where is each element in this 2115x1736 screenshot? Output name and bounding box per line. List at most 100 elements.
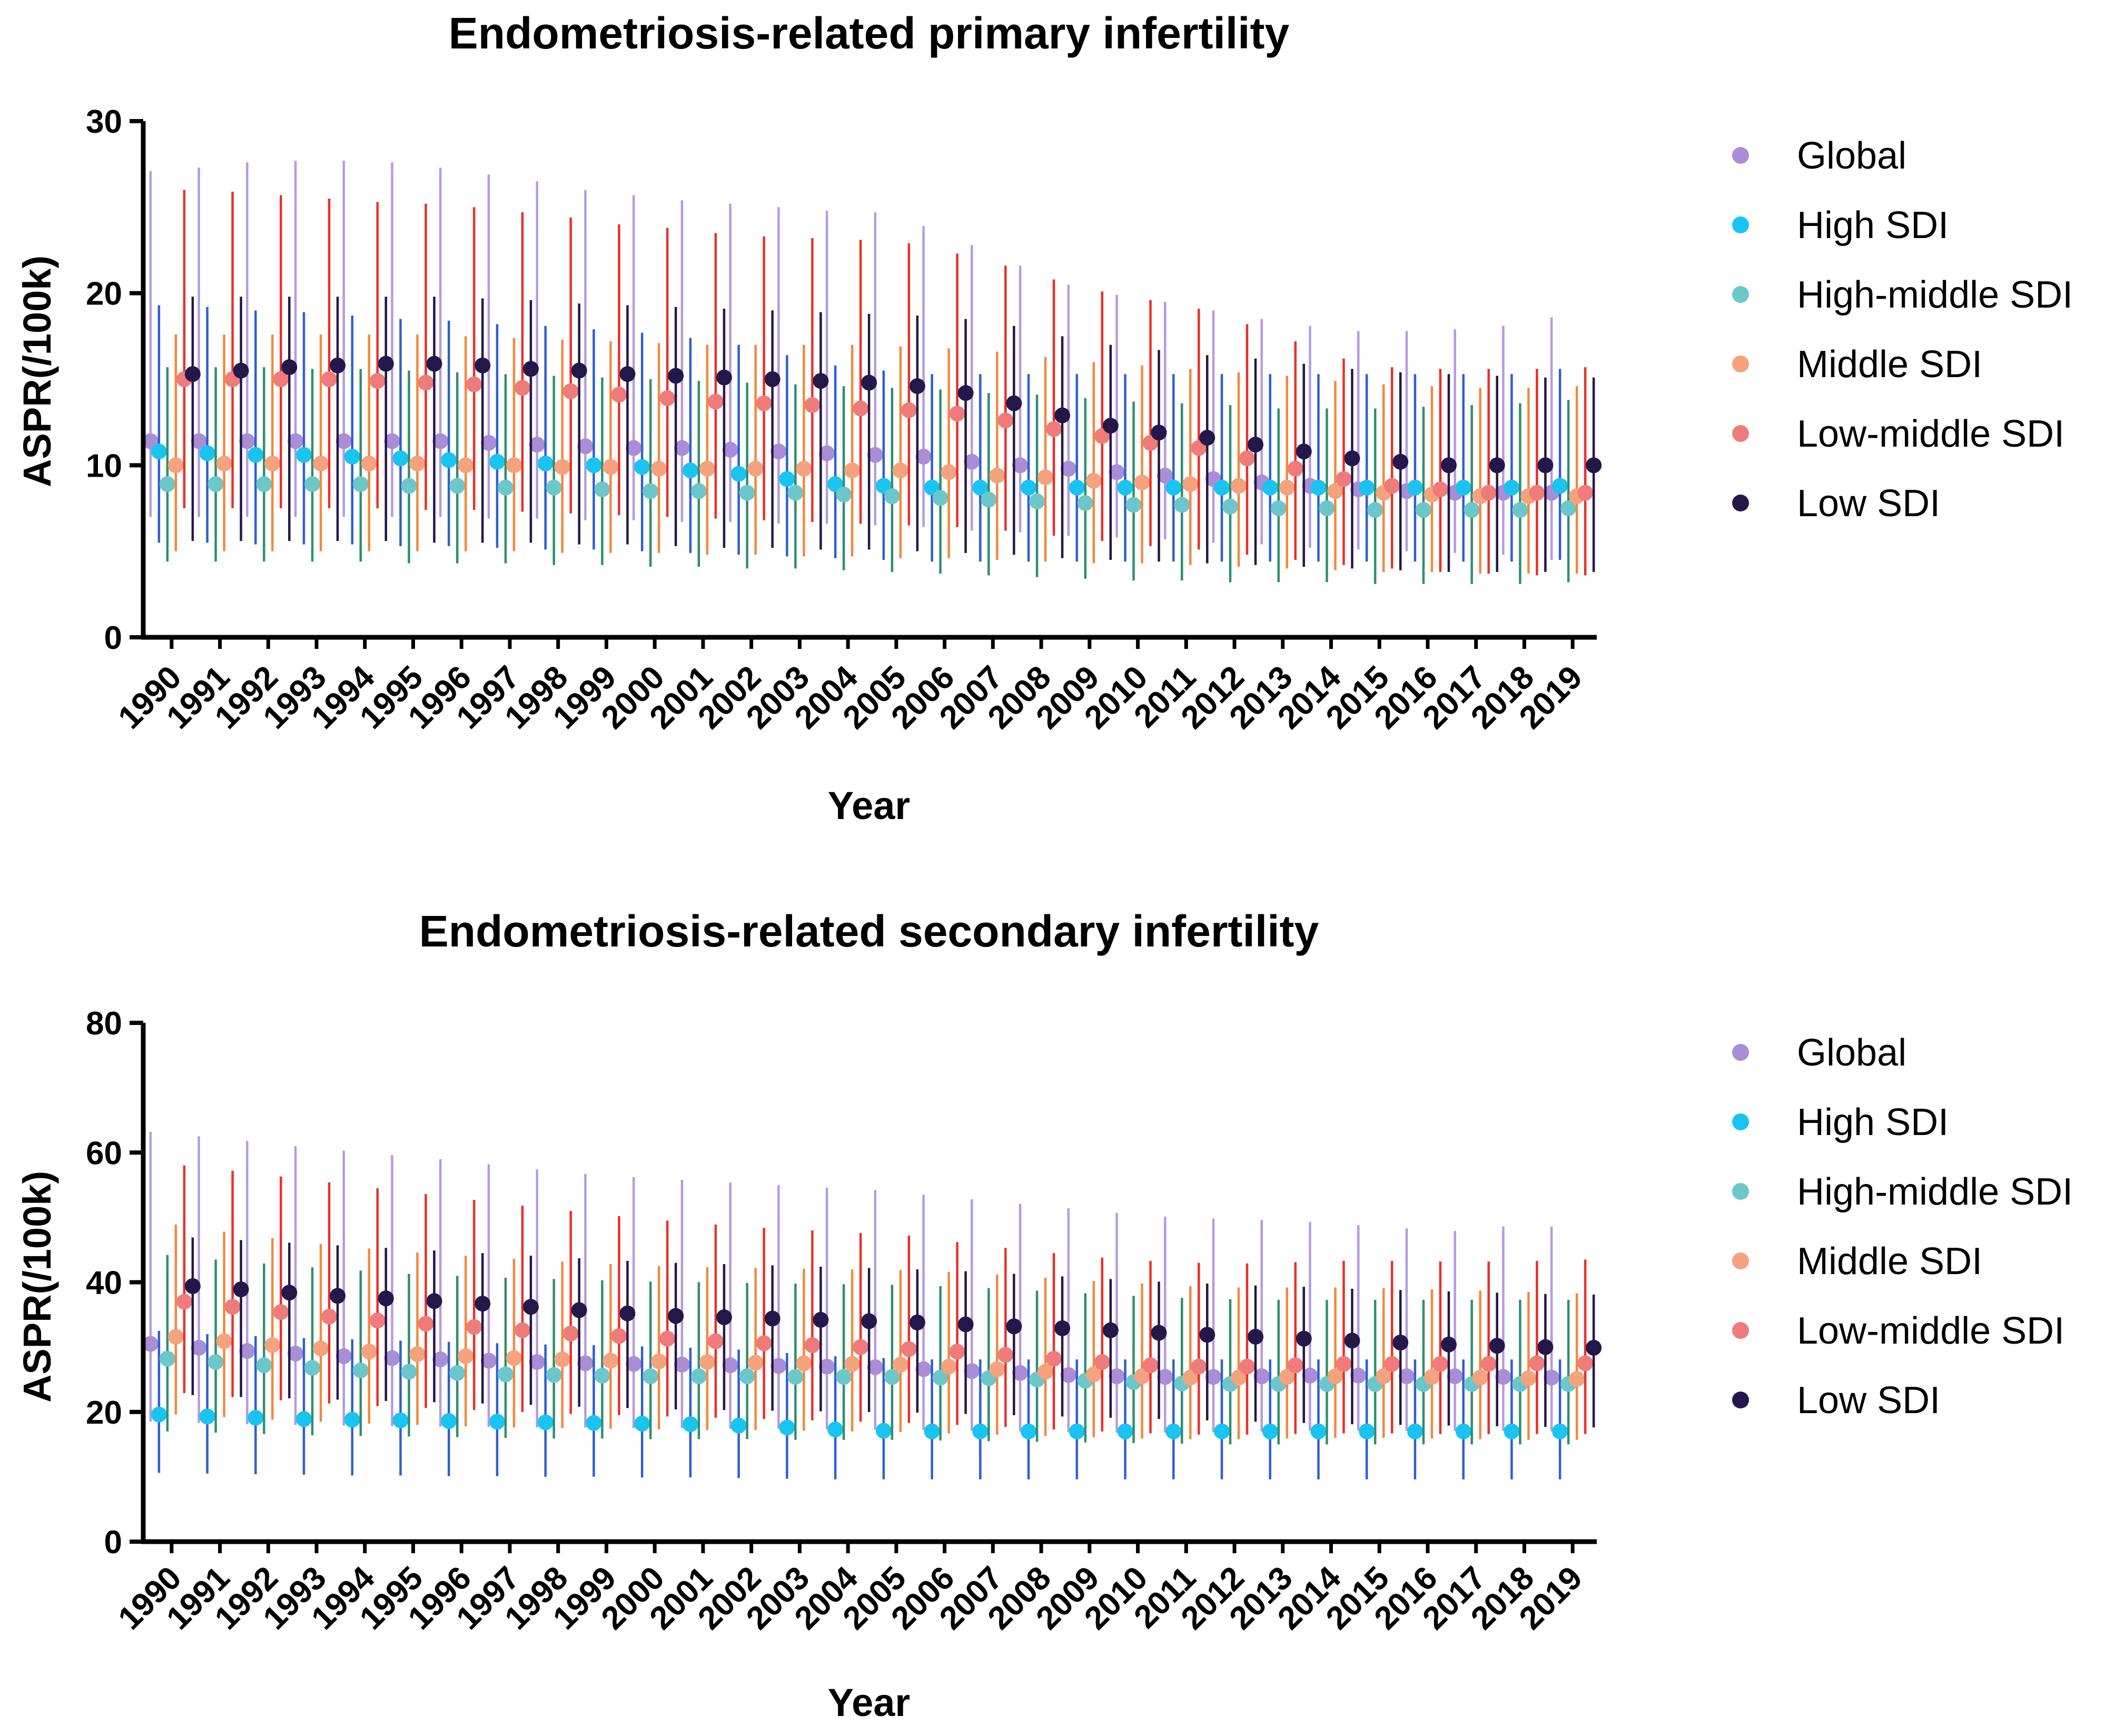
data-point	[611, 1328, 627, 1344]
chart-primary-infertility: Endometriosis-related primary infertilit…	[15, 8, 2073, 827]
data-point	[1069, 1423, 1085, 1439]
data-point	[1248, 437, 1263, 453]
data-point	[1464, 502, 1480, 518]
data-point	[1310, 1423, 1327, 1439]
data-point	[909, 378, 925, 394]
data-point	[1544, 1369, 1560, 1386]
data-point	[764, 371, 780, 387]
data-point	[1472, 1369, 1488, 1386]
data-point	[378, 356, 394, 372]
data-point	[1102, 418, 1119, 434]
data-point	[756, 395, 772, 411]
data-point	[1327, 1368, 1343, 1385]
data-point	[699, 460, 715, 477]
data-point	[288, 433, 304, 449]
data-point	[756, 1335, 772, 1352]
data-point	[1165, 1423, 1182, 1439]
data-point	[972, 479, 989, 496]
data-point	[577, 438, 594, 455]
data-point	[1021, 479, 1037, 496]
data-point	[384, 1350, 400, 1366]
data-point	[1165, 479, 1182, 496]
series-high-sdi	[151, 305, 1568, 562]
legend-label: High-middle SDI	[1797, 1171, 2073, 1213]
data-point	[233, 362, 249, 379]
data-point	[643, 1368, 659, 1385]
series-low-middle-sdi	[176, 1165, 1594, 1435]
data-point	[369, 373, 386, 389]
data-point	[546, 1367, 562, 1383]
data-point	[1336, 471, 1352, 487]
data-point	[207, 1354, 224, 1370]
data-point	[634, 1415, 650, 1432]
data-point	[796, 460, 812, 477]
data-point	[151, 1406, 167, 1423]
data-point	[167, 457, 184, 474]
data-point	[248, 447, 264, 463]
legend-label: Low-middle SDI	[1797, 413, 2064, 455]
data-point	[426, 356, 442, 372]
data-point	[498, 1366, 513, 1383]
series-low-sdi	[184, 1237, 1602, 1428]
data-point	[335, 433, 352, 449]
data-point	[1384, 478, 1400, 494]
legend-marker	[1732, 1392, 1749, 1408]
data-point	[1287, 460, 1303, 477]
data-point	[981, 491, 997, 508]
data-point	[441, 452, 457, 468]
y-tick-label: 0	[104, 1524, 122, 1561]
data-point	[498, 479, 513, 496]
x-axis-label: Year	[828, 1681, 910, 1724]
data-point	[1569, 1370, 1585, 1387]
chart-secondary-infertility: Endometriosis-related secondary infertil…	[15, 906, 2073, 1724]
data-point	[537, 1414, 554, 1431]
data-point	[989, 1361, 1005, 1377]
data-point	[1069, 479, 1085, 496]
data-point	[1054, 407, 1071, 423]
data-point	[523, 361, 539, 377]
data-point	[562, 1325, 579, 1342]
data-point	[716, 369, 732, 386]
data-point	[861, 374, 877, 391]
data-point	[730, 466, 747, 482]
data-point	[853, 400, 869, 417]
data-point	[523, 1299, 539, 1315]
data-point	[997, 412, 1014, 429]
data-point	[1359, 479, 1375, 496]
data-point	[690, 1368, 707, 1385]
data-point	[804, 397, 821, 413]
data-point	[1455, 479, 1471, 496]
data-point	[1287, 1357, 1303, 1374]
data-point	[861, 1313, 877, 1329]
data-point	[352, 476, 369, 492]
series-middle-sdi	[167, 334, 1585, 574]
data-point	[707, 393, 724, 410]
data-point	[248, 1409, 264, 1426]
data-point	[330, 1288, 346, 1304]
data-point	[1520, 1370, 1537, 1386]
legend-marker	[1732, 1044, 1749, 1061]
data-point	[1151, 425, 1167, 441]
data-point	[770, 1358, 787, 1374]
data-point	[949, 406, 965, 422]
data-point	[159, 476, 175, 492]
data-point	[602, 1353, 619, 1369]
data-point	[747, 460, 764, 477]
data-point	[764, 1310, 780, 1327]
data-point	[176, 1294, 192, 1310]
data-point	[1537, 1339, 1554, 1355]
data-point	[779, 471, 795, 487]
y-tick-label: 30	[86, 104, 122, 140]
data-point	[1432, 481, 1448, 498]
data-point	[1151, 1325, 1167, 1341]
data-point	[571, 362, 587, 379]
data-point	[296, 447, 312, 463]
data-point	[909, 1314, 925, 1330]
data-point	[716, 1309, 732, 1325]
data-point	[619, 1305, 636, 1321]
data-point	[449, 1365, 466, 1381]
data-point	[1552, 1423, 1568, 1439]
data-point	[475, 357, 491, 373]
data-point	[151, 443, 167, 460]
data-point	[949, 1344, 965, 1360]
